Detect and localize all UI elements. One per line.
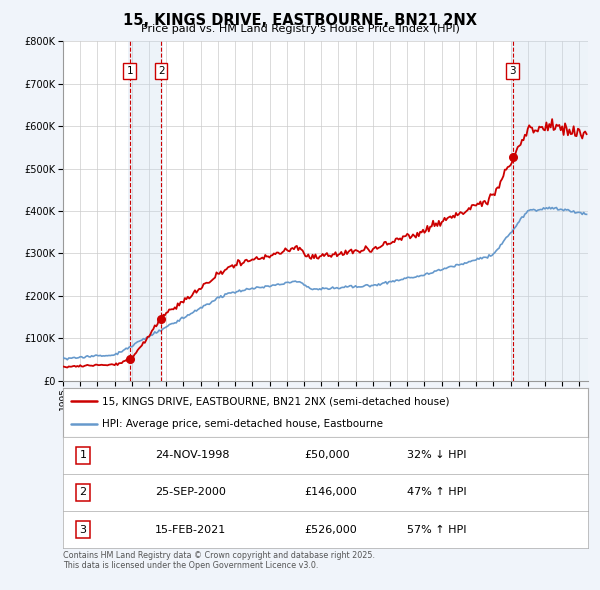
Text: 15, KINGS DRIVE, EASTBOURNE, BN21 2NX (semi-detached house): 15, KINGS DRIVE, EASTBOURNE, BN21 2NX (s… [103,396,450,407]
Text: 47% ↑ HPI: 47% ↑ HPI [407,487,467,497]
Text: £526,000: £526,000 [305,525,357,535]
Bar [128,41,163,381]
Text: 32% ↓ HPI: 32% ↓ HPI [407,450,466,460]
Text: Contains HM Land Registry data © Crown copyright and database right 2025.: Contains HM Land Registry data © Crown c… [63,551,375,560]
Text: 24-NOV-1998: 24-NOV-1998 [155,450,229,460]
Text: HPI: Average price, semi-detached house, Eastbourne: HPI: Average price, semi-detached house,… [103,418,383,428]
Text: 2: 2 [79,487,86,497]
Text: This data is licensed under the Open Government Licence v3.0.: This data is licensed under the Open Gov… [63,561,319,570]
Text: 1: 1 [127,66,133,76]
Text: 25-SEP-2000: 25-SEP-2000 [155,487,226,497]
Text: 1: 1 [79,450,86,460]
Text: £50,000: £50,000 [305,450,350,460]
Text: Price paid vs. HM Land Registry's House Price Index (HPI): Price paid vs. HM Land Registry's House … [140,24,460,34]
Text: 2: 2 [158,66,164,76]
Text: 57% ↑ HPI: 57% ↑ HPI [407,525,466,535]
Text: 3: 3 [79,525,86,535]
Bar [511,41,588,381]
Text: 15-FEB-2021: 15-FEB-2021 [155,525,226,535]
Text: 15, KINGS DRIVE, EASTBOURNE, BN21 2NX: 15, KINGS DRIVE, EASTBOURNE, BN21 2NX [123,13,477,28]
Text: 3: 3 [509,66,516,76]
Text: £146,000: £146,000 [305,487,357,497]
